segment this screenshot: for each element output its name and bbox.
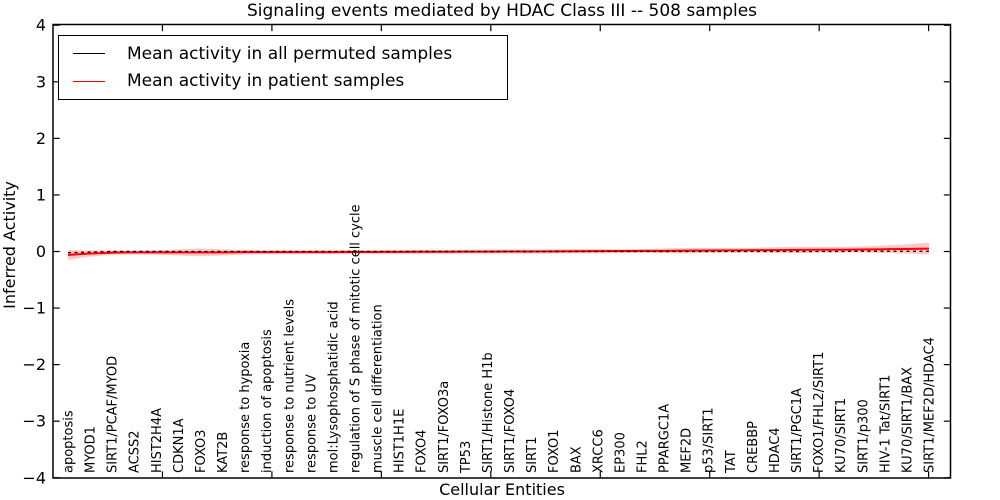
x-category-label: CREBBP bbox=[746, 421, 761, 473]
x-category-label: regulation of S phase of mitotic cell cy… bbox=[349, 204, 364, 473]
x-category-label: FOXO1/FHL2/SIRT1 bbox=[812, 352, 827, 473]
x-category-label: response to nutrient levels bbox=[282, 299, 297, 473]
y-tick-label: −4 bbox=[22, 468, 46, 487]
y-tick-label: 1 bbox=[36, 185, 46, 204]
x-category-label: MEF2D bbox=[680, 428, 695, 473]
x-category-label: HDAC4 bbox=[768, 427, 783, 473]
legend-line-sample-black bbox=[73, 53, 105, 55]
x-category-label: FOXO1 bbox=[547, 430, 562, 473]
x-category-label: response to UV bbox=[304, 374, 319, 473]
legend-label-permuted: Mean activity in all permuted samples bbox=[127, 43, 453, 64]
x-category-label: SIRT1/Histone H1b bbox=[481, 352, 496, 473]
y-tick-label: −1 bbox=[22, 299, 46, 318]
x-category-label: FOXO3 bbox=[194, 430, 209, 473]
x-category-label: SIRT1/MEF2D/HDAC4 bbox=[923, 337, 938, 473]
chart-title: Signaling events mediated by HDAC Class … bbox=[246, 1, 758, 21]
x-category-label: XRCC6 bbox=[591, 429, 606, 473]
legend-item-permuted: Mean activity in all permuted samples bbox=[73, 44, 507, 64]
x-category-label: MYOD1 bbox=[84, 426, 99, 473]
x-category-label: KU70/SIRT1/BAX bbox=[900, 367, 915, 473]
x-category-label: HIST1H1E bbox=[393, 409, 408, 473]
x-category-label: EP300 bbox=[613, 432, 628, 473]
x-category-label: FHL2 bbox=[636, 440, 651, 473]
y-tick-label: 4 bbox=[36, 16, 46, 35]
legend-item-patient: Mean activity in patient samples bbox=[73, 71, 507, 91]
x-category-label: TP53 bbox=[459, 441, 474, 474]
x-category-label: response to hypoxia bbox=[238, 342, 253, 473]
x-category-label: SIRT1/PCAF/MYOD bbox=[106, 356, 121, 473]
x-category-label: apoptosis bbox=[62, 410, 77, 473]
x-category-label: PPARGC1A bbox=[658, 404, 673, 473]
x-axis-label: Cellular Entities bbox=[439, 480, 565, 499]
x-category-label: SIRT1/FOXO3a bbox=[437, 381, 452, 473]
y-tick-label: 0 bbox=[36, 242, 46, 261]
x-category-label: ACSS2 bbox=[128, 430, 143, 473]
legend-label-patient: Mean activity in patient samples bbox=[127, 71, 405, 92]
y-tick-label: 3 bbox=[36, 72, 46, 91]
x-category-label: CDKN1A bbox=[172, 418, 187, 473]
x-category-label: HIST2H4A bbox=[150, 408, 165, 473]
x-category-label: HIV-1 Tat/SIRT1 bbox=[878, 375, 893, 473]
x-category-label: SIRT1 bbox=[525, 437, 540, 473]
legend: Mean activity in all permuted samples Me… bbox=[58, 35, 508, 100]
x-category-label: FOXO4 bbox=[415, 430, 430, 473]
x-category-label: muscle cell differentiation bbox=[371, 304, 386, 473]
x-category-label: TAT bbox=[724, 450, 739, 474]
axes-frame bbox=[52, 23, 952, 479]
x-category-label: SIRT1/FOXO4 bbox=[503, 389, 518, 473]
x-category-label: p53/SIRT1 bbox=[702, 407, 717, 473]
x-category-label: KU70/SIRT1 bbox=[834, 398, 849, 473]
y-tick-label: −3 bbox=[22, 412, 46, 431]
x-category-label: mol:Lysophosphatidic acid bbox=[326, 301, 341, 473]
x-category-label: BAX bbox=[569, 446, 584, 473]
series-permuted-line bbox=[67, 250, 930, 254]
y-axis-label: Inferred Activity bbox=[0, 181, 19, 309]
x-category-label: SIRT1/p300 bbox=[856, 399, 871, 473]
y-tick-label: 2 bbox=[36, 129, 46, 148]
legend-line-sample-red bbox=[73, 80, 105, 82]
x-category-label: SIRT1/PGC1A bbox=[790, 388, 805, 473]
x-category-label: KAT2B bbox=[216, 432, 231, 473]
x-category-label: induction of apoptosis bbox=[260, 329, 275, 473]
y-tick-label: −2 bbox=[22, 355, 46, 374]
